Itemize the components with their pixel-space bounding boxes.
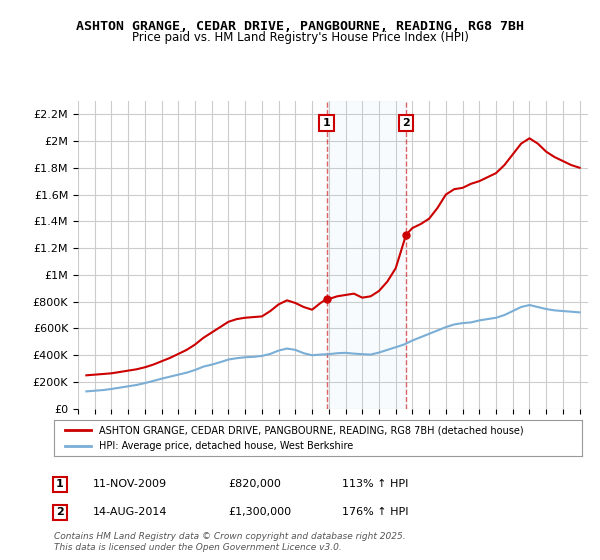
Text: 11-NOV-2009: 11-NOV-2009 bbox=[93, 479, 167, 489]
Text: Price paid vs. HM Land Registry's House Price Index (HPI): Price paid vs. HM Land Registry's House … bbox=[131, 31, 469, 44]
Text: 113% ↑ HPI: 113% ↑ HPI bbox=[342, 479, 409, 489]
Text: £1,300,000: £1,300,000 bbox=[228, 507, 291, 517]
Text: £820,000: £820,000 bbox=[228, 479, 281, 489]
Bar bbox=[326, 101, 406, 409]
Text: 2: 2 bbox=[56, 507, 64, 517]
Text: 1: 1 bbox=[323, 118, 331, 128]
Text: ASHTON GRANGE, CEDAR DRIVE, PANGBOURNE, READING, RG8 7BH: ASHTON GRANGE, CEDAR DRIVE, PANGBOURNE, … bbox=[76, 20, 524, 32]
Text: 176% ↑ HPI: 176% ↑ HPI bbox=[342, 507, 409, 517]
Text: Contains HM Land Registry data © Crown copyright and database right 2025.
This d: Contains HM Land Registry data © Crown c… bbox=[54, 532, 406, 552]
Text: 1: 1 bbox=[56, 479, 64, 489]
Text: ASHTON GRANGE, CEDAR DRIVE, PANGBOURNE, READING, RG8 7BH (detached house): ASHTON GRANGE, CEDAR DRIVE, PANGBOURNE, … bbox=[99, 425, 524, 435]
Text: HPI: Average price, detached house, West Berkshire: HPI: Average price, detached house, West… bbox=[99, 441, 353, 451]
Text: 2: 2 bbox=[402, 118, 410, 128]
Text: 14-AUG-2014: 14-AUG-2014 bbox=[93, 507, 167, 517]
